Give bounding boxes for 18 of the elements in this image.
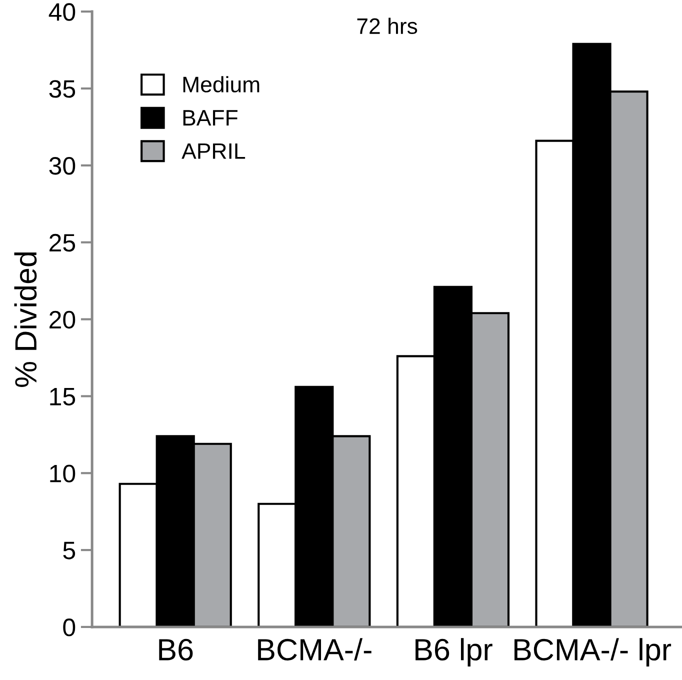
y-axis-title: % Divided bbox=[14, 252, 37, 387]
chart-title: 72 hrs bbox=[357, 18, 418, 34]
y-tick-label: 20 bbox=[50, 310, 76, 329]
x-tick-label: B6 bbox=[159, 638, 193, 661]
x-tick-label: BCMA-/- bbox=[258, 638, 372, 661]
y-tick-label: 0 bbox=[63, 618, 76, 636]
y-tick-label: 30 bbox=[49, 157, 76, 175]
x-tick-label: BCMA-/- lpr bbox=[514, 638, 672, 667]
y-tick-label: 40 bbox=[48, 3, 76, 21]
y-tick-label: 5 bbox=[63, 542, 76, 560]
y-tick-label: 15 bbox=[50, 388, 76, 406]
y-tick-label: 10 bbox=[50, 464, 76, 482]
y-tick-label: 25 bbox=[50, 234, 76, 252]
legend-label: Medium bbox=[183, 76, 260, 92]
x-tick-label: B6 lpr bbox=[416, 638, 492, 667]
legend-label: BAFF bbox=[183, 110, 238, 126]
y-tick-label: 35 bbox=[49, 80, 76, 98]
legend-label: APRIL bbox=[182, 143, 246, 159]
